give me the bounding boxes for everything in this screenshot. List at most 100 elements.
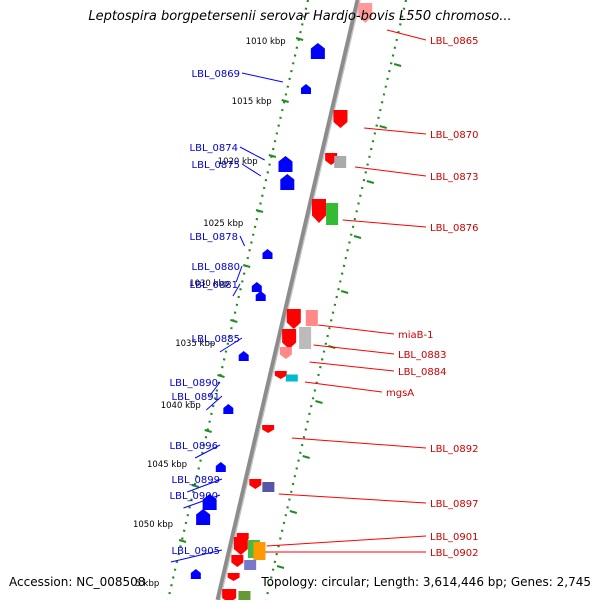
- right-gene-leader: [304, 381, 383, 393]
- left-gene-leader: [219, 337, 243, 353]
- right-gene-leader: [291, 437, 427, 449]
- left-major-tick: [217, 374, 225, 378]
- right-major-tick: [340, 290, 349, 294]
- map-title: Leptospira borgpetersenii serovar Hardjo…: [88, 9, 512, 24]
- right-major-tick: [276, 565, 285, 569]
- position-label: 1040 kbp: [161, 401, 201, 411]
- left-major-tick: [281, 99, 289, 103]
- left-gene-label: LBL_0881: [190, 280, 238, 291]
- right-gene-label: LBL_0902: [430, 548, 478, 559]
- reverse-gene-arrow: [227, 573, 240, 581]
- right-gene-label: LBL_0870: [430, 130, 478, 141]
- left-gene-leader: [209, 381, 221, 397]
- left-gene-label: LBL_0899: [172, 475, 220, 486]
- right-major-tick: [393, 63, 402, 67]
- position-label: 1020 kbp: [218, 157, 258, 167]
- forward-gene-arrow: [196, 509, 211, 525]
- reverse-gene-arrow: [282, 329, 297, 349]
- left-gene-label: LBL_0874: [190, 143, 238, 154]
- forward-gene-arrow: [255, 291, 266, 301]
- left-major-tick: [242, 264, 251, 268]
- forward-gene-arrow: [202, 494, 217, 510]
- position-label: 1010 kbp: [246, 37, 286, 47]
- left-gene-leader: [235, 265, 243, 283]
- gene-block: [262, 482, 275, 492]
- position-label: 1025 kbp: [203, 219, 243, 229]
- left-gene-label: LBL_0885: [192, 334, 240, 345]
- right-gene-label: LBL_0897: [430, 499, 478, 510]
- right-gene-label: miaB-1: [398, 330, 433, 341]
- reverse-gene-arrow: [262, 425, 275, 433]
- right-gene-label: mgsA: [386, 388, 414, 399]
- left-gene-leader: [194, 444, 221, 459]
- left-gene-label: LBL_0896: [170, 441, 218, 452]
- forward-gene-arrow: [223, 404, 234, 414]
- gene-block: [326, 203, 339, 225]
- forward-gene-arrow: [310, 43, 325, 59]
- forward-gene-arrow: [251, 282, 262, 292]
- left-major-tick: [295, 37, 304, 41]
- left-gene-leader: [241, 72, 283, 83]
- right-gene-label: LBL_0892: [430, 444, 478, 455]
- right-gene-label: LBL_0883: [398, 350, 446, 361]
- reverse-gene-arrow: [231, 555, 244, 567]
- topology-text: Topology: circular; Length: 3,614,446 bp…: [261, 575, 591, 589]
- right-major-tick: [353, 235, 362, 239]
- left-gene-leader: [241, 163, 262, 177]
- gene-block: [244, 560, 257, 570]
- right-gene-label: LBL_0865: [430, 36, 478, 47]
- position-label: 5 kbp: [135, 579, 159, 589]
- left-major-tick: [178, 539, 187, 543]
- reverse-gene-arrow: [333, 110, 348, 128]
- left-gene-leader: [170, 549, 223, 563]
- forward-gene-arrow: [215, 462, 226, 472]
- reverse-gene-arrow: [249, 479, 262, 489]
- left-gene-label: LBL_0875: [192, 160, 240, 171]
- gene-block: [238, 591, 251, 604]
- chromosome-backbone: [215, 0, 361, 601]
- right-major-tick: [315, 400, 323, 404]
- left-major-tick: [191, 484, 200, 488]
- right-gene-leader: [318, 324, 395, 335]
- left-major-tick: [230, 319, 238, 323]
- reverse-gene-arrow: [358, 3, 373, 23]
- right-gene-leader: [342, 219, 427, 228]
- right-gene-leader: [386, 29, 427, 41]
- right-gene-label: LBL_0884: [398, 367, 446, 378]
- right-major-tick: [366, 180, 375, 184]
- position-label: 1035 kbp: [175, 339, 215, 349]
- right-gene-leader: [278, 493, 427, 504]
- left-gene-leader: [239, 235, 246, 247]
- right-tick-ring: [264, 0, 408, 601]
- left-gene-leader: [187, 478, 223, 493]
- position-label: 1030 kbp: [189, 279, 229, 289]
- right-gene-leader: [313, 344, 395, 355]
- right-major-tick: [289, 510, 298, 514]
- gene-block: [285, 374, 298, 382]
- left-gene-label: LBL_0890: [170, 378, 218, 389]
- right-major-tick: [379, 125, 387, 129]
- reverse-gene-arrow: [279, 347, 292, 359]
- left-major-tick: [204, 429, 212, 433]
- reverse-gene-arrow: [222, 589, 237, 603]
- left-gene-label: LBL_0891: [172, 392, 220, 403]
- left-tick-ring: [166, 0, 310, 601]
- left-gene-leader: [183, 494, 221, 509]
- right-major-tick: [302, 455, 310, 459]
- right-gene-leader: [266, 535, 427, 547]
- gene-block: [305, 310, 318, 326]
- reverse-gene-arrow: [312, 199, 326, 223]
- right-gene-leader: [354, 166, 427, 177]
- reverse-gene-arrow: [233, 537, 248, 555]
- reverse-gene-arrow: [274, 371, 287, 379]
- forward-gene-arrow: [262, 249, 273, 259]
- chromosome-backbone-highlight: [219, 0, 361, 601]
- left-major-tick: [268, 154, 277, 158]
- position-label: 1045 kbp: [147, 460, 187, 470]
- forward-gene-arrow: [280, 174, 295, 190]
- right-gene-leader: [309, 361, 395, 372]
- gene-block: [334, 156, 347, 168]
- reverse-gene-arrow: [286, 309, 301, 329]
